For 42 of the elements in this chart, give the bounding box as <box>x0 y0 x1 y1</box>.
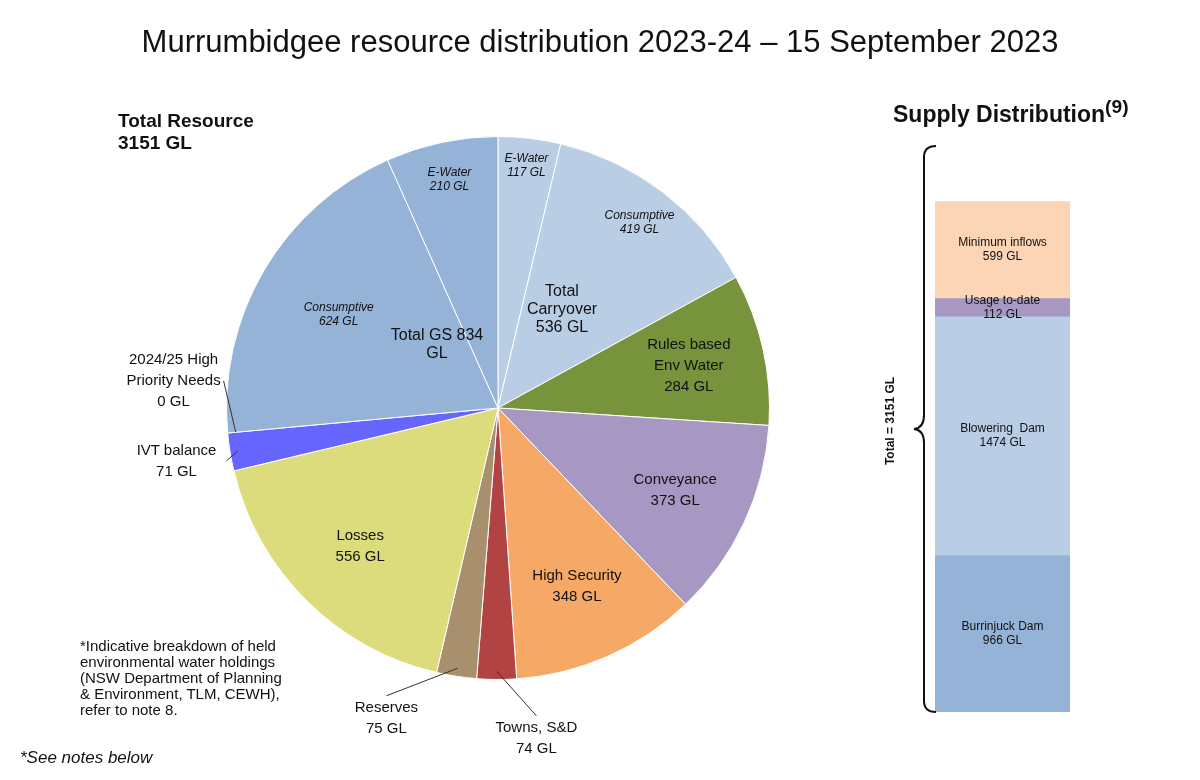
text: Total Carryover 536 GL <box>525 282 599 336</box>
data-label: 71 GL <box>156 461 197 479</box>
chart-title: Murrumbidgee resource distribution 2023-24 – 15 September 2023 <box>140 24 1060 60</box>
slice-label: IVT balance <box>136 440 217 458</box>
data-label: 75 GL <box>365 719 407 737</box>
slice-label: Towns, S&D <box>495 718 578 736</box>
text: Total GS 834 GL <box>389 326 485 362</box>
slice-label: Reserves <box>354 698 419 716</box>
text: *Indicative breakdown of held environmental water holdings (NSW Department of Planning & Environment, TLM, CEWH), refer to note 8. <box>80 637 283 718</box>
series-label: Blowering Dam <box>960 421 1045 436</box>
slice-label: Consumptive <box>604 207 675 222</box>
text: Total Resource 3151 GL <box>118 110 255 154</box>
data-label: 624 GL <box>319 314 359 329</box>
series-label: Burrinjuck Dam <box>961 619 1044 634</box>
data-label: 556 GL <box>335 547 385 565</box>
bar <box>935 555 1070 712</box>
data-label: 373 GL <box>650 491 700 509</box>
slice-label: E-Water <box>427 164 473 179</box>
data-label: 117 GL <box>507 164 546 179</box>
text: *See notes below <box>20 748 154 768</box>
series-label: Usage to-date <box>964 292 1041 307</box>
slice-label: Rules based Env Water <box>647 334 731 373</box>
category-label: 2024/25 High Priority Needs <box>126 350 221 389</box>
slice-label: Losses <box>336 526 384 544</box>
data-label: 210 GL <box>428 178 470 193</box>
data-label: 599 GL <box>982 249 1023 264</box>
data-label: 348 GL <box>552 587 602 605</box>
bar <box>935 316 1070 556</box>
data-label: 966 GL <box>982 633 1023 648</box>
slice-label: E-Water <box>504 150 550 165</box>
data-label: 112 GL <box>983 306 1023 321</box>
slice-label: High Security <box>532 566 623 584</box>
data-label: 284 GL <box>664 376 714 394</box>
slice-label: Conveyance <box>633 470 717 488</box>
text: 0 GL <box>157 392 190 410</box>
series-label: Minimum inflows <box>958 235 1047 250</box>
chart-title: Supply Distribution$^{(9)}$ <box>893 96 1130 128</box>
y-axis-title: Total = 3151 GL <box>883 375 897 468</box>
data-label: 1474 GL <box>979 435 1026 450</box>
data-label: 419 GL <box>619 221 660 236</box>
data-label: 74 GL <box>515 739 557 757</box>
slice-label: Consumptive <box>303 300 375 315</box>
